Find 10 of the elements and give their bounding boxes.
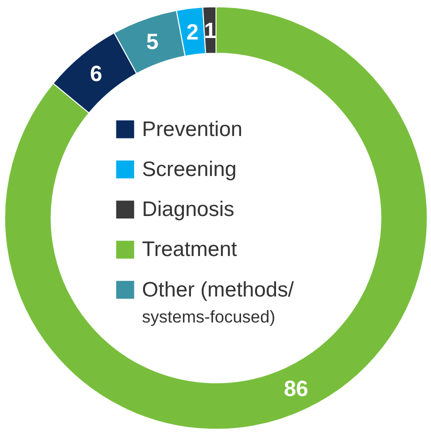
legend-label: Prevention [142, 118, 242, 141]
data-label: 1 [204, 18, 216, 44]
data-label: 2 [186, 20, 199, 45]
legend-label: Other (methods/ systems-focused) [142, 278, 294, 327]
data-label: 5 [146, 29, 158, 54]
legend-label: Treatment [142, 238, 238, 262]
data-label: 86 [284, 376, 308, 402]
legend-label: Screening [142, 158, 237, 181]
legend-label: Diagnosis [142, 198, 234, 222]
data-label: 6 [90, 61, 102, 86]
